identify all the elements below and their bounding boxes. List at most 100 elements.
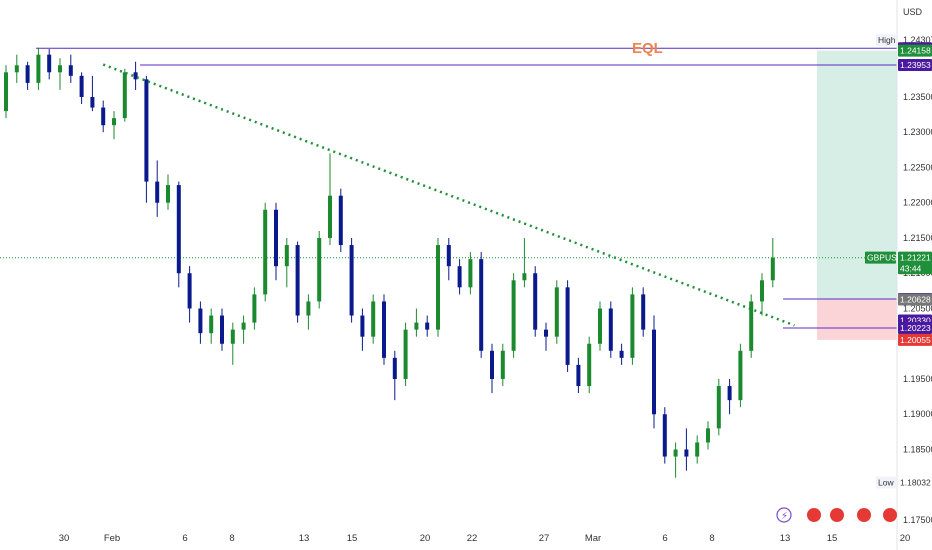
candle-body: [90, 96, 95, 108]
candle-body: [68, 65, 73, 76]
candle-body: [662, 414, 667, 457]
candle-body: [209, 315, 214, 334]
x-tick-label: 8: [709, 533, 714, 544]
trendline[interactable]: [102, 63, 795, 327]
price-tag-bg: [898, 293, 932, 306]
y-tick-label: 1.22000: [903, 198, 932, 208]
candle-body: [4, 72, 8, 112]
y-tick-label: 1.21500: [903, 233, 932, 243]
candle-body: [641, 294, 646, 330]
price-tag-cd: 43:44: [900, 263, 922, 273]
candle-body: [198, 308, 203, 334]
candle-body: [414, 322, 419, 330]
price-tag-sym: GBPUSD: [867, 253, 903, 263]
y-tick-label: 1.23500: [903, 92, 932, 102]
x-tick-label: 15: [347, 533, 358, 544]
candle-body: [446, 245, 451, 267]
candle-body: [328, 195, 332, 238]
x-tick-label: 6: [182, 533, 187, 544]
candle-body: [760, 280, 764, 302]
x-tick-label: 6: [662, 533, 667, 544]
candle-body: [263, 209, 268, 295]
candle-body: [511, 280, 516, 351]
candle-body: [122, 72, 127, 119]
candle-body: [533, 273, 538, 330]
time-axis[interactable]: 30 Feb 6 8 13 15 20 22 27 Mar 6 8 13 15 20: [59, 533, 911, 544]
price-tag-low_val: 1.18032: [900, 477, 931, 487]
horizontal-levels: [36, 47, 897, 329]
candle-body: [479, 259, 484, 351]
candle-body: [58, 65, 62, 73]
price-tag-bg: [876, 34, 896, 47]
candle-body: [187, 273, 192, 309]
lightning-glyph: ⚡: [781, 511, 788, 522]
price-axis[interactable]: 1.175001.185001.190001.195001.205001.210…: [903, 35, 932, 525]
candle-body: [230, 329, 235, 344]
x-tick-label: 15: [827, 533, 838, 544]
y-tick-label: 1.19000: [903, 409, 932, 419]
price-tag-l7: 1.20223: [900, 323, 931, 333]
candle-body: [425, 322, 430, 330]
flag-icon-2[interactable]: [830, 508, 844, 522]
candle-body: [706, 428, 710, 443]
price-tag-bg: [898, 59, 932, 72]
candle-body: [436, 245, 440, 330]
candle-body: [79, 75, 84, 97]
flag-icon-3[interactable]: [857, 508, 871, 522]
candle-body: [112, 118, 116, 126]
x-tick-label: 30: [59, 533, 70, 544]
event-icons: ⚡: [776, 507, 897, 523]
candle-body: [25, 65, 30, 83]
y-tick-label: 1.17500: [903, 515, 932, 525]
price-tag-low_label: Low: [878, 477, 894, 487]
x-tick-label: 13: [299, 533, 310, 544]
candle-body: [392, 357, 397, 379]
price-tag-l8: 1.20055: [900, 335, 931, 345]
candle-body: [500, 350, 505, 379]
x-tick-label: 20: [420, 533, 431, 544]
candle-body: [576, 364, 581, 387]
candle-body: [101, 107, 106, 126]
candle-body: [770, 257, 775, 281]
y-tick-label: 1.19500: [903, 374, 932, 384]
flag-icon-1[interactable]: [807, 508, 821, 522]
candle-body: [360, 315, 365, 337]
price-tag-l3: 1.23953: [900, 60, 931, 70]
candle-body: [695, 442, 700, 457]
loss-zone: [817, 299, 897, 340]
price-tag-bg: [876, 476, 896, 489]
price-tag-cur: 1.21221: [900, 253, 931, 263]
lightning-icon[interactable]: [776, 507, 792, 523]
candle-body: [241, 322, 246, 330]
candle-body: [349, 245, 354, 316]
candle-body: [252, 294, 257, 323]
price-tags: High1.241911.241581.23953GBPUSD1.2122143…: [865, 34, 932, 489]
candle-body: [155, 181, 160, 203]
candle-body: [490, 350, 494, 379]
candle-body: [274, 209, 278, 267]
candle-body: [684, 449, 689, 457]
price-tag-bg: [898, 251, 932, 264]
candle-body: [306, 301, 311, 316]
candle-body: [14, 65, 19, 73]
price-tag-l6: 1.20330: [900, 315, 931, 325]
candle-body: [630, 294, 635, 358]
candle-body: [716, 386, 721, 429]
x-tick-label: 22: [467, 533, 478, 544]
candle-body: [166, 185, 170, 203]
candle-body: [738, 350, 743, 401]
flag-icon-4[interactable]: [883, 508, 897, 522]
candle-body: [619, 350, 624, 358]
x-tick-label: Feb: [104, 533, 120, 544]
candle-body: [220, 315, 224, 344]
price-tag-l5: 1.20628: [900, 294, 931, 304]
y-tick-label: 1.22500: [903, 162, 932, 172]
eql-annotation: EQL: [632, 40, 663, 57]
x-tick-label: 27: [539, 533, 550, 544]
candle-body: [554, 287, 559, 337]
candle-body: [403, 329, 408, 379]
price-tag-bg: [898, 262, 932, 275]
candle-body: [36, 54, 41, 83]
candle-body: [284, 245, 289, 267]
